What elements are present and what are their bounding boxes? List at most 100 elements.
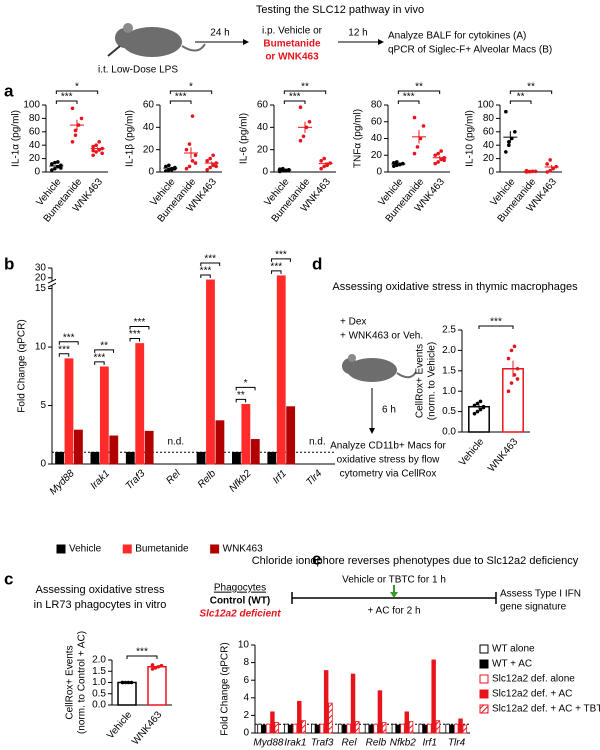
legend-swatch [479, 644, 489, 654]
y-tick-label: 80 [371, 100, 383, 111]
legend-label: Slc12a2 def. + AC + TBTC [492, 704, 600, 715]
panel-label: b [4, 254, 14, 273]
data-point [436, 151, 440, 156]
schematic-text: 12 h [348, 28, 367, 39]
y-axis-label: (norm. to Vehicle) [427, 342, 438, 420]
schematic-text: Bumetanide [263, 39, 321, 50]
data-point [208, 165, 212, 170]
y-tick-label: 40 [371, 133, 383, 144]
legend-label: WT + AC [492, 659, 532, 670]
y-tick-label: 60 [371, 116, 383, 127]
significance-label: * [189, 82, 193, 93]
y-tick-label: 60 [257, 100, 269, 111]
data-point [509, 348, 514, 353]
schematic-text: + WNK463 or Veh. [340, 331, 423, 342]
y-tick-label: 0 [376, 167, 382, 178]
data-point [433, 161, 437, 166]
data-point [205, 159, 209, 163]
axis-break-mark [47, 282, 57, 288]
data-point [506, 389, 511, 394]
data-point [211, 163, 215, 168]
data-point [94, 143, 98, 147]
significance-label: ** [517, 92, 525, 103]
data-point [94, 150, 98, 154]
data-point [301, 134, 306, 139]
bar [328, 702, 333, 734]
x-tick-label: WNK463 [486, 436, 520, 474]
schematic-text: Vehicle or TBTC for 1 h [342, 575, 446, 586]
bar [276, 275, 286, 465]
legend-label: Slc12a2 def. + AC [492, 689, 572, 700]
significance-bracket [55, 100, 78, 104]
panel-title: in LR73 phagocytes in vitro [34, 599, 167, 611]
bar [337, 723, 343, 734]
significance-bracket [126, 655, 158, 659]
y-tick-label: 60 [29, 126, 41, 137]
significance-label: *** [270, 261, 282, 272]
bar [431, 659, 436, 734]
significance-label: *** [275, 249, 287, 260]
schematic-text: + AC for 2 h [367, 606, 420, 617]
data-point [150, 667, 155, 671]
data-point [421, 124, 426, 128]
x-tick-label: Relb [366, 738, 387, 749]
data-point [507, 143, 511, 147]
y-tick-label: 40 [483, 140, 495, 151]
significance-label: *** [94, 353, 106, 364]
data-point [298, 138, 303, 143]
schematic-text: qPCR of Siglec-F+ Alveolar Macs (B) [388, 45, 552, 56]
y-tick-label: 20 [371, 150, 383, 161]
y-axis-label: Fold Change (qPCR) [17, 319, 28, 412]
bar [315, 724, 320, 734]
significance-label: *** [61, 92, 73, 103]
legend-swatch [122, 544, 132, 554]
significance-label: ** [237, 390, 245, 401]
y-tick-label: 80 [29, 113, 41, 124]
data-point [307, 119, 312, 124]
schematic-text: cytometry via CellRox [340, 469, 437, 480]
data-point [507, 140, 511, 144]
data-point [506, 356, 511, 361]
bar [408, 721, 414, 734]
data-point [126, 680, 131, 685]
x-tick-label: Traf3 [311, 738, 334, 749]
legend-label: WNK463 [223, 544, 263, 555]
data-point [513, 130, 517, 134]
data-point [73, 133, 78, 137]
data-point [433, 153, 437, 158]
x-tick-label: Myd88 [48, 468, 77, 497]
arrowhead [378, 39, 384, 45]
legend-swatch [479, 659, 489, 669]
schematic-title: Testing the SLC12 pathway in vivo [256, 4, 424, 16]
data-point [129, 680, 134, 685]
schematic-text: i.t. Low-Dose LPS [98, 65, 178, 76]
panel-label: a [4, 81, 14, 100]
data-point [551, 166, 555, 171]
y-tick-label: 60 [483, 126, 495, 137]
bar [462, 724, 468, 734]
schematic-text: Slc12a2 deficient [199, 609, 281, 620]
data-point [545, 162, 549, 166]
significance-label: *** [204, 254, 216, 265]
bar [109, 435, 119, 465]
bar [284, 723, 289, 734]
data-point [184, 166, 189, 171]
data-point [156, 664, 161, 669]
x-tick-label: Rel [164, 468, 183, 487]
significance-bracket [58, 341, 79, 345]
y-tick-label: 1.5 [442, 365, 456, 376]
significance-label: *** [129, 329, 141, 340]
y-tick-label: 0 [40, 459, 46, 470]
data-point [509, 381, 514, 385]
significance-label: ** [301, 82, 309, 93]
axis-break-mark [47, 278, 57, 284]
significance-bracket [129, 338, 140, 342]
y-tick-label: 1.0 [442, 386, 456, 397]
y-axis-label: IL-1α (pg/ml) [11, 110, 22, 167]
annotation: n.d. [309, 437, 326, 448]
data-point [187, 142, 192, 146]
x-tick-label: Irf1 [422, 738, 436, 749]
y-tick-label: 0 [148, 167, 154, 178]
bar [355, 721, 360, 734]
significance-label: ** [100, 341, 108, 352]
